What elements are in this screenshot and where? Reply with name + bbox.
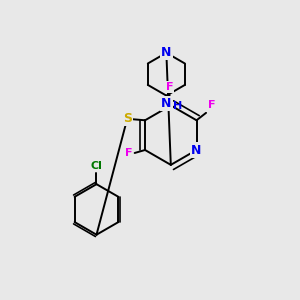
Text: N: N xyxy=(161,46,172,59)
Text: F: F xyxy=(125,148,132,158)
Text: S: S xyxy=(123,112,132,125)
Text: N: N xyxy=(161,97,172,110)
Text: F: F xyxy=(208,100,215,110)
Text: F: F xyxy=(166,82,173,92)
Text: N: N xyxy=(191,143,202,157)
Text: H: H xyxy=(173,101,182,111)
Text: Cl: Cl xyxy=(91,161,102,171)
